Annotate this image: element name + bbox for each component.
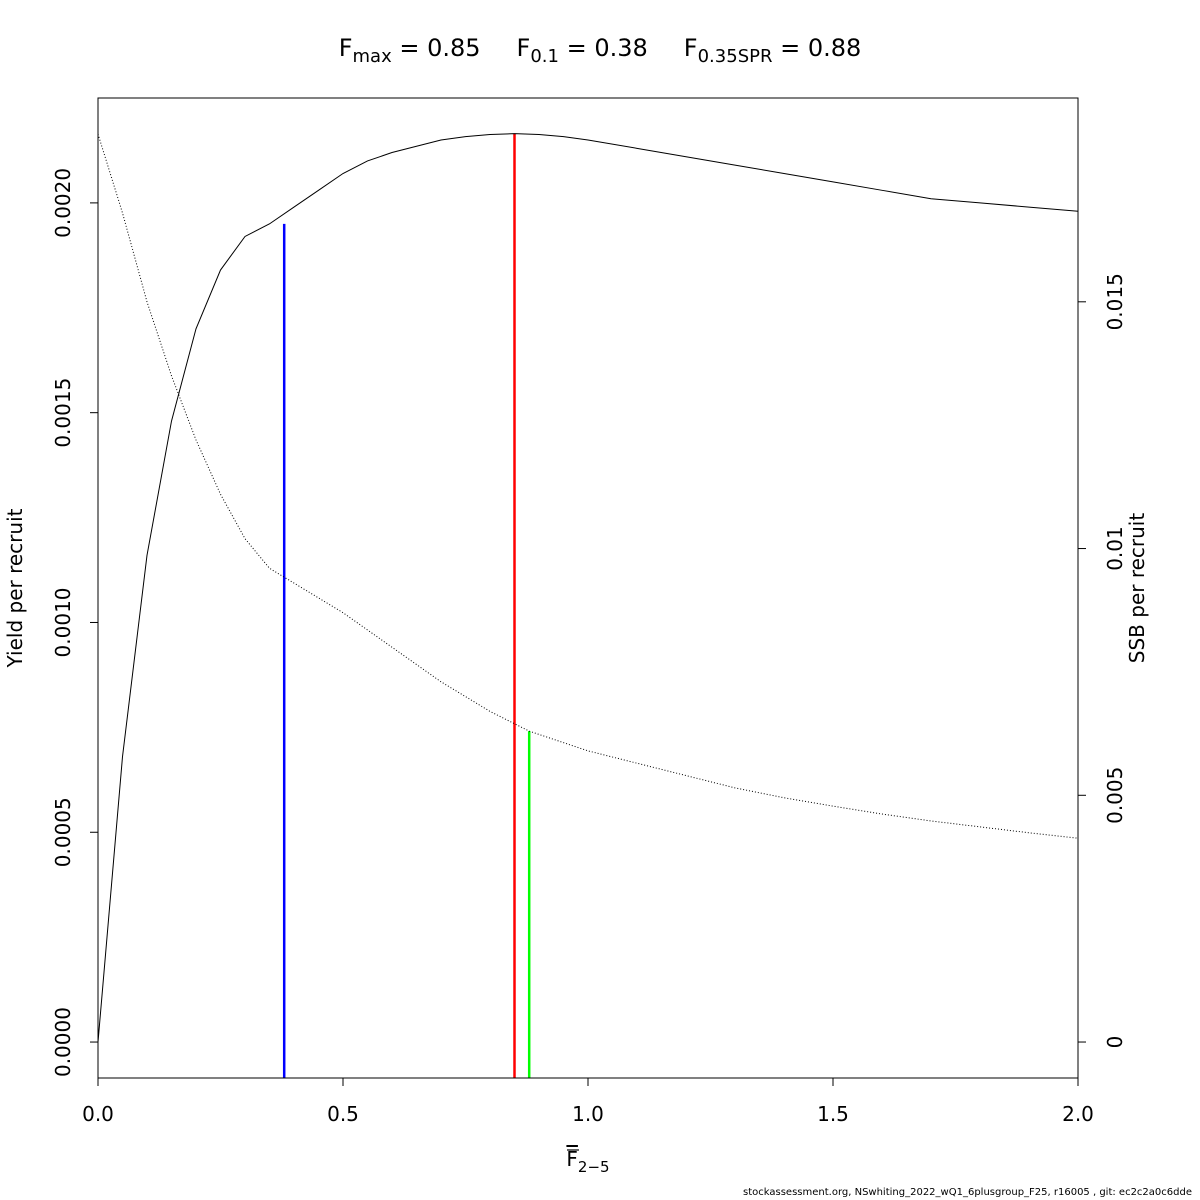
series-group [97,133,1079,1043]
ssb-per-recruit-line [97,133,1079,839]
y-axis-left: 0.0000 0.0005 0.0010 0.0015 0.0020 [51,168,99,1077]
x-axis: 0.0 0.5 1.0 1.5 2.0 [82,1077,1094,1126]
x-axis-label: F2−5 [566,1147,609,1176]
title-symbol: F [339,34,353,62]
title-text: Fmax = 0.85 F0.1 = 0.38 F0.35SPR = 0.88 [339,34,862,67]
y-axis-right-label: SSB per recruit [1125,513,1149,664]
title-value: 0.85 [427,34,480,62]
y-axis-left-label: Yield per recruit [3,508,27,668]
y-left-tick-label: 0.0005 [51,797,75,867]
x-tick-label: 0.5 [327,1102,359,1126]
y-axis-right: 0 0.005 0.01 0.015 [1077,273,1127,1049]
title-symbol: F [481,34,531,62]
y-right-tick-label: 0.005 [1103,767,1127,824]
reference-lines [282,133,531,1078]
plot-frame [97,97,1079,1079]
title-symbol: F [648,34,698,62]
y-right-tick-label: 0.01 [1103,526,1127,571]
title-value: 0.38 [594,34,647,62]
x-axis-label-symbol: F [566,1147,578,1171]
y-left-tick-label: 0.0015 [51,378,75,448]
title-subscript: max [353,46,393,67]
yield-per-recruit-line [97,133,1079,1043]
y-left-tick-label: 0.0010 [51,587,75,657]
y-right-tick-label: 0.015 [1103,273,1127,330]
x-tick-label: 0.0 [82,1102,114,1126]
title-equals: = [559,34,594,62]
title-subscript: 0.35SPR [698,46,773,67]
title-equals: = [772,34,807,62]
y-right-tick-label: 0 [1103,1036,1127,1049]
x-tick-label: 1.0 [572,1102,604,1126]
y-left-tick-label: 0.0000 [51,1007,75,1077]
chart-title: Fmax = 0.85 F0.1 = 0.38 F0.35SPR = 0.88 [339,34,862,67]
x-tick-label: 2.0 [1062,1102,1094,1126]
x-tick-label: 1.5 [817,1102,849,1126]
footer-note: stockassessment.org, NSwhiting_2022_wQ1_… [743,1187,1192,1198]
y-left-tick-label: 0.0020 [51,168,75,238]
title-subscript: 0.1 [530,46,559,67]
title-value: 0.88 [808,34,861,62]
x-axis-label-text: F2−5 [566,1147,609,1176]
x-axis-label-subscript: 2−5 [578,1158,610,1176]
title-equals: = [392,34,427,62]
